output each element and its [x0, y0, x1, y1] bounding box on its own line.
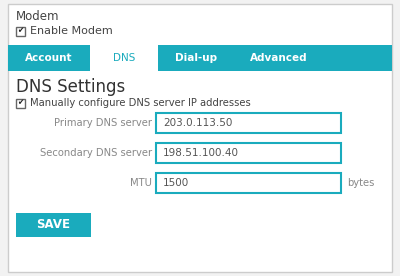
Text: Modem: Modem: [16, 9, 60, 23]
Text: Dial-up: Dial-up: [175, 53, 217, 63]
Bar: [16, 99, 25, 107]
Bar: [90, 45, 158, 71]
Text: Account: Account: [25, 53, 73, 63]
Text: SAVE: SAVE: [36, 219, 70, 232]
Text: MTU: MTU: [130, 178, 152, 188]
Text: ✔: ✔: [17, 26, 24, 36]
Text: DNS: DNS: [113, 53, 135, 63]
Text: bytes: bytes: [347, 178, 374, 188]
Bar: [156, 113, 341, 133]
Bar: [16, 213, 91, 237]
Text: DNS Settings: DNS Settings: [16, 78, 125, 96]
Bar: [16, 26, 25, 36]
Text: Secondary DNS server: Secondary DNS server: [40, 148, 152, 158]
Text: Enable Modem: Enable Modem: [30, 26, 113, 36]
Text: ✔: ✔: [17, 99, 24, 107]
Text: Primary DNS server: Primary DNS server: [54, 118, 152, 128]
Bar: [8, 45, 392, 71]
Text: Advanced: Advanced: [250, 53, 308, 63]
Text: 203.0.113.50: 203.0.113.50: [163, 118, 232, 128]
Text: 198.51.100.40: 198.51.100.40: [163, 148, 239, 158]
Bar: [156, 173, 341, 193]
Bar: [156, 143, 341, 163]
Text: Manually configure DNS server IP addresses: Manually configure DNS server IP address…: [30, 98, 251, 108]
Text: 1500: 1500: [163, 178, 189, 188]
